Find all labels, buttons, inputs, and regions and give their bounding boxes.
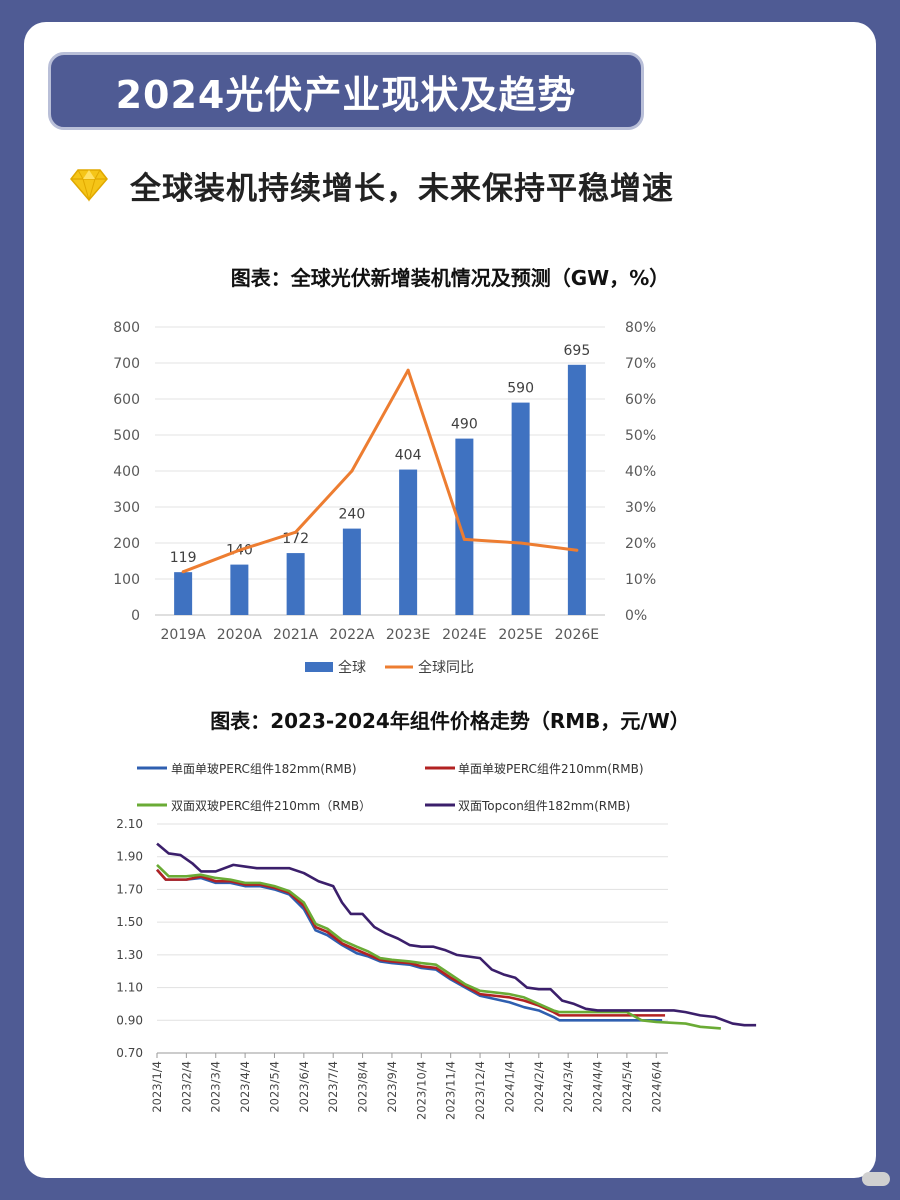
x-tick-label: 2024/2/4 xyxy=(532,1061,546,1113)
yoy-point xyxy=(406,368,410,372)
y-tick-label: 1.10 xyxy=(116,981,143,995)
x-tick-label: 2024E xyxy=(442,627,486,643)
left-tick-label: 600 xyxy=(113,392,140,408)
bar xyxy=(455,438,474,615)
x-tick-label: 2023/4/4 xyxy=(238,1061,252,1113)
right-tick-label: 0% xyxy=(625,608,647,624)
yoy-point xyxy=(237,548,241,552)
right-tick-label: 30% xyxy=(625,500,656,516)
y-tick-label: 0.90 xyxy=(116,1013,143,1027)
x-tick-label: 2023/3/4 xyxy=(209,1061,223,1113)
price-line xyxy=(156,863,721,1030)
yoy-point xyxy=(181,570,185,574)
left-tick-label: 300 xyxy=(113,500,140,516)
right-tick-label: 50% xyxy=(625,428,656,444)
left-tick-label: 500 xyxy=(113,428,140,444)
bar xyxy=(399,469,418,615)
right-tick-label: 40% xyxy=(625,464,656,480)
x-tick-label: 2024/6/4 xyxy=(649,1061,663,1113)
legend-label: 双面双玻PERC组件210mm（RMB） xyxy=(171,799,371,813)
x-tick-label: 2023/8/4 xyxy=(356,1061,370,1113)
left-tick-label: 700 xyxy=(113,356,140,372)
yoy-point xyxy=(519,541,523,545)
subheading-text: 全球装机持续增长，未来保持平稳增速 xyxy=(130,170,674,207)
page-title: 2024光伏产业现状及趋势 xyxy=(48,52,644,130)
x-tick-label: 2023/5/4 xyxy=(267,1061,281,1113)
bar-data-label: 404 xyxy=(395,448,422,464)
bar-data-label: 119 xyxy=(170,550,197,566)
y-tick-label: 0.70 xyxy=(116,1046,143,1060)
legend-swatch-bar xyxy=(305,662,333,672)
x-tick-label: 2024/3/4 xyxy=(561,1061,575,1113)
bar xyxy=(230,564,249,615)
x-tick-label: 2022A xyxy=(329,627,375,643)
y-tick-label: 1.50 xyxy=(116,915,143,929)
x-tick-label: 2023/6/4 xyxy=(297,1061,311,1113)
bar xyxy=(286,553,305,615)
x-tick-label: 2024/4/4 xyxy=(591,1061,605,1113)
x-tick-label: 2023/1/4 xyxy=(150,1061,164,1113)
bar xyxy=(174,572,193,615)
right-tick-label: 80% xyxy=(625,320,656,336)
bar-data-label: 490 xyxy=(451,417,478,433)
x-tick-label: 2023/10/4 xyxy=(414,1061,428,1120)
x-tick-label: 2026E xyxy=(555,627,599,643)
legend-label-line: 全球同比 xyxy=(418,659,474,676)
x-tick-label: 2020A xyxy=(217,627,263,643)
right-tick-label: 70% xyxy=(625,356,656,372)
x-tick-label: 2025E xyxy=(498,627,542,643)
bar-data-label: 695 xyxy=(564,343,591,359)
legend-label-bar: 全球 xyxy=(338,659,366,676)
chart2-title: 图表：2023-2024年组件价格走势（RMB，元/W） xyxy=(210,709,690,733)
x-tick-label: 2023/12/4 xyxy=(473,1061,487,1120)
x-tick-label: 2023/2/4 xyxy=(179,1061,193,1113)
y-tick-label: 1.90 xyxy=(116,850,143,864)
gem-icon xyxy=(70,169,108,202)
price-line xyxy=(156,842,757,1027)
left-tick-label: 0 xyxy=(131,608,140,624)
bar-data-label: 590 xyxy=(507,381,534,397)
yoy-point xyxy=(575,548,579,552)
left-tick-label: 800 xyxy=(113,320,140,336)
right-tick-label: 60% xyxy=(625,392,656,408)
yoy-point xyxy=(294,530,298,534)
x-tick-label: 2023/11/4 xyxy=(444,1061,458,1120)
price-line xyxy=(156,868,666,1017)
legend-label: 双面Topcon组件182mm(RMB) xyxy=(458,799,630,813)
right-tick-label: 20% xyxy=(625,536,656,552)
y-tick-label: 1.30 xyxy=(116,948,143,962)
x-tick-label: 2023/7/4 xyxy=(326,1061,340,1113)
x-tick-label: 2023/9/4 xyxy=(385,1061,399,1113)
yoy-line xyxy=(182,368,578,574)
yoy-point xyxy=(462,537,466,541)
x-tick-label: 2024/5/4 xyxy=(620,1061,634,1113)
left-tick-label: 400 xyxy=(113,464,140,480)
yoy-point xyxy=(350,469,354,473)
bar xyxy=(511,402,530,615)
left-tick-label: 100 xyxy=(113,572,140,588)
bar xyxy=(342,528,361,615)
subheading: 全球装机持续增长，未来保持平稳增速 xyxy=(70,163,674,207)
left-tick-label: 200 xyxy=(113,536,140,552)
x-tick-label: 2024/1/4 xyxy=(502,1061,516,1113)
price-line xyxy=(156,868,663,1022)
bar xyxy=(567,364,586,615)
chart1-title: 图表：全球光伏新增装机情况及预测（GW，%） xyxy=(230,266,670,290)
x-tick-label: 2023E xyxy=(386,627,430,643)
legend-label: 单面单玻PERC组件182mm(RMB) xyxy=(171,762,357,776)
chart2-svg: 单面单玻PERC组件182mm(RMB) 单面单玻PERC组件210mm(RMB)… xyxy=(116,762,757,1120)
y-tick-label: 1.70 xyxy=(116,882,143,896)
x-tick-label: 2021A xyxy=(273,627,319,643)
x-tick-label: 2019A xyxy=(161,627,207,643)
y-tick-label: 2.10 xyxy=(116,817,143,831)
chart1-svg: 0 100 200 300 400 500 600 700 800 0% 10% 20% 30% 40% 5… xyxy=(113,320,656,676)
bar-data-label: 240 xyxy=(339,507,366,523)
right-tick-label: 10% xyxy=(625,572,656,588)
watermark-badge xyxy=(862,1172,890,1186)
legend-label: 单面单玻PERC组件210mm(RMB) xyxy=(458,762,644,776)
content-card xyxy=(24,22,876,1178)
